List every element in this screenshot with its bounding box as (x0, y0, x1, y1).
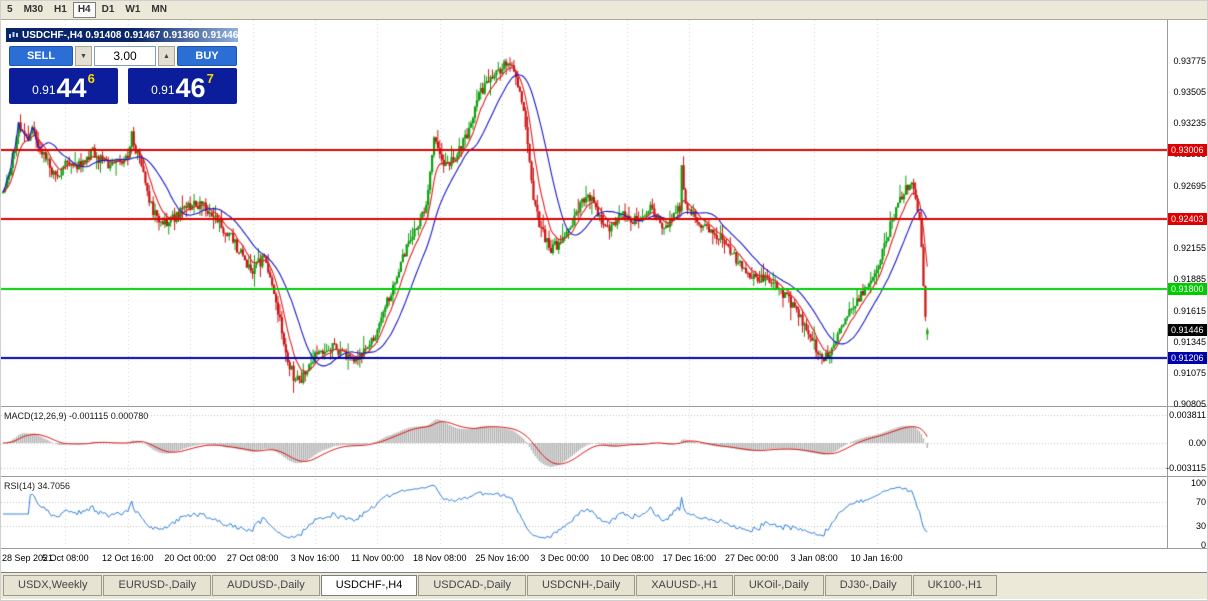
buy-price-pip-digit: 7 (206, 71, 214, 86)
volume-input[interactable] (94, 46, 156, 66)
time-tick: 27 Dec 00:00 (725, 553, 779, 563)
sell-price-pip-digit: 6 (87, 71, 95, 86)
sell-price-prefix: 0.91 (32, 83, 56, 97)
price-tick: 0.93775 (1173, 55, 1206, 66)
macd-panel-canvas[interactable] (1, 409, 1167, 475)
timeframe-toolbar: 5 M30 H1 H4 D1 W1 MN (1, 1, 1207, 20)
price-level-label: 0.91446 (1168, 324, 1207, 337)
price-axis[interactable]: 0.937750.935050.932350.929650.926950.924… (1166, 20, 1207, 572)
buy-button[interactable]: BUY (177, 46, 237, 66)
price-tick: 0.91885 (1173, 274, 1206, 285)
panel-separator[interactable] (1, 406, 1207, 407)
rsi-scale-label: 100 (1190, 478, 1206, 488)
time-tick: 20 Oct 00:00 (164, 553, 216, 563)
chart-window: 0.937750.935050.932350.929650.926950.924… (1, 20, 1207, 572)
time-tick: 11 Nov 00:00 (350, 553, 404, 563)
timeframe-button-MN[interactable]: MN (146, 2, 172, 18)
time-tick: 3 Nov 16:00 (290, 553, 340, 563)
chart-tab-usdcnh-daily[interactable]: USDCNH-,Daily (526, 575, 636, 596)
price-tick: 0.91345 (1173, 336, 1206, 347)
time-tick: 3 Dec 00:00 (540, 553, 589, 563)
chart-tab-dj30-daily[interactable]: DJ30-,Daily (824, 575, 912, 596)
time-tick: 28 Sep 2021 (2, 553, 54, 563)
buy-price-display[interactable]: 0.91 46 7 (128, 68, 237, 104)
candlestick-chart-icon (9, 31, 18, 38)
rsi-panel-canvas[interactable] (1, 479, 1167, 547)
macd-scale-label: -0.003115 (1166, 463, 1206, 473)
price-tick: 0.92155 (1173, 243, 1206, 253)
chart-tab-eurusd-daily[interactable]: EURUSD-,Daily (103, 575, 212, 596)
price-level-label: 0.91206 (1168, 351, 1207, 364)
macd-scale-label: 0.003811 (1169, 410, 1206, 420)
chart-tab-bar: USDX,Weekly EURUSD-,Daily AUDUSD-,Daily USD… (1, 572, 1207, 599)
timeframe-button-H1[interactable]: H1 (49, 2, 72, 18)
chart-tab-usdx-weekly[interactable]: USDX,Weekly (3, 575, 103, 596)
timeframe-button-H4[interactable]: H4 (72, 2, 96, 18)
time-tick: 17 Dec 16:00 (662, 553, 717, 563)
price-tick: 0.93235 (1173, 118, 1206, 128)
chart-tab-audusd-daily[interactable]: AUDUSD-,Daily (212, 575, 320, 596)
chart-tab-usdchf-h4[interactable]: USDCHF-,H4 (320, 575, 418, 596)
macd-scale-label: 0.00 (1188, 438, 1206, 448)
sell-button[interactable]: SELL (9, 46, 73, 66)
chart-tab-ukoil-daily[interactable]: UKOil-,Daily (733, 575, 824, 596)
rsi-scale-label: 0 (1200, 540, 1206, 550)
time-tick: 18 Nov 08:00 (413, 553, 467, 563)
time-tick: 10 Jan 16:00 (850, 553, 903, 563)
price-axis-divider (1167, 20, 1168, 549)
buy-price-prefix: 0.91 (151, 83, 175, 97)
time-axis[interactable]: 28 Sep 2021 5 Oct 08:00 12 Oct 16:00 20 Oct… (1, 550, 1167, 570)
price-tick: 0.90805 (1173, 399, 1206, 410)
panel-separator[interactable] (1, 548, 1207, 549)
volume-decrease-icon[interactable]: ▼ (75, 46, 92, 66)
time-tick: 10 Dec 08:00 (600, 553, 654, 563)
time-tick: 25 Nov 16:00 (475, 553, 529, 563)
rsi-scale-label: 70 (1195, 496, 1206, 507)
macd-label: MACD(12,26,9) -0.001115 0.000780 (4, 411, 149, 421)
chart-title-text: USDCHF-,H4 0.91408 0.91467 0.91360 0.914… (22, 29, 239, 41)
one-click-trade-panel: SELL ▼ ▲ BUY 0.91 44 6 0.91 46 7 (9, 46, 237, 104)
time-tick: 27 Oct 08:00 (226, 553, 279, 563)
price-tick: 0.93505 (1173, 86, 1206, 97)
price-tick: 0.92695 (1173, 180, 1206, 191)
price-level-label: 0.91800 (1168, 283, 1207, 296)
trade-prices-row: 0.91 44 6 0.91 46 7 (9, 68, 237, 104)
rsi-scale-label: 30 (1195, 521, 1206, 532)
timeframe-button-M30[interactable]: M30 (19, 2, 48, 18)
trade-controls-row: SELL ▼ ▲ BUY (9, 46, 237, 66)
time-tick: 5 Oct 08:00 (42, 553, 89, 563)
sell-price-big-digits: 44 (56, 73, 87, 103)
panel-separator[interactable] (1, 476, 1207, 477)
price-level-label: 0.92403 (1168, 213, 1207, 226)
chart-title-bar[interactable]: USDCHF-,H4 0.91408 0.91467 0.91360 0.914… (6, 28, 238, 42)
price-tick: 0.91075 (1173, 368, 1206, 378)
chart-tab-uk100-h1[interactable]: UK100-,H1 (912, 575, 998, 596)
sell-price-display[interactable]: 0.91 44 6 (9, 68, 118, 104)
rsi-label: RSI(14) 34.7056 (4, 481, 71, 491)
timeframe-button-5[interactable]: 5 (2, 2, 18, 18)
time-tick: 12 Oct 16:00 (102, 553, 154, 563)
chart-tab-xauusd-h1[interactable]: XAUUSD-,H1 (636, 575, 733, 596)
volume-increase-icon[interactable]: ▲ (158, 46, 175, 66)
timeframe-button-D1[interactable]: D1 (97, 2, 120, 18)
time-tick: 3 Jan 08:00 (790, 553, 838, 563)
timeframe-button-W1[interactable]: W1 (120, 2, 145, 18)
buy-price-big-digits: 46 (175, 73, 206, 103)
price-tick: 0.91615 (1173, 305, 1206, 316)
price-level-label: 0.93006 (1168, 143, 1207, 156)
chart-tab-usdcad-daily[interactable]: USDCAD-,Daily (418, 575, 526, 596)
